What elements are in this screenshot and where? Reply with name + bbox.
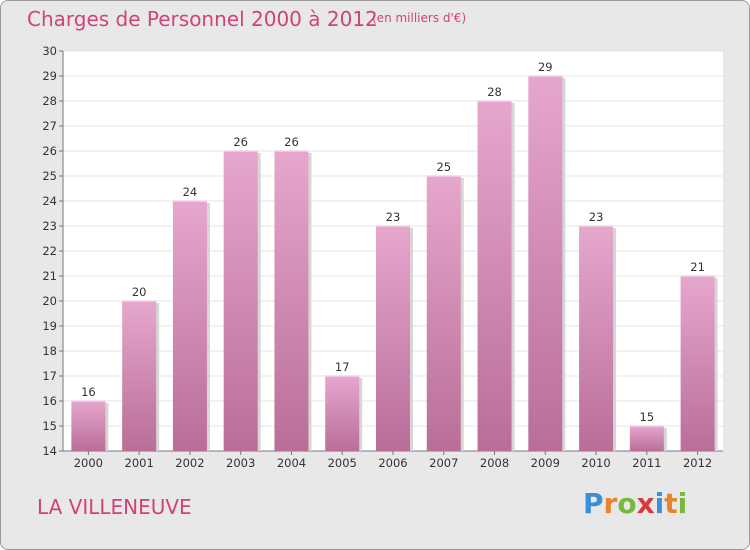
proxiti-logo: Proxiti <box>583 487 687 520</box>
bar <box>477 101 512 451</box>
bar-value-label: 15 <box>640 410 655 424</box>
logo-letter: i <box>654 487 665 520</box>
logo-letter: i <box>677 487 688 520</box>
y-tick-label: 27 <box>42 119 57 133</box>
logo-letter: P <box>583 487 604 520</box>
x-tick-label: 2010 <box>581 456 610 470</box>
bar-value-label: 25 <box>436 160 451 174</box>
x-tick-label: 2002 <box>175 456 204 470</box>
bar-value-label: 24 <box>183 185 198 199</box>
x-tick-label: 2003 <box>226 456 255 470</box>
bar <box>426 176 461 451</box>
bar-value-label: 26 <box>233 135 248 149</box>
location-name: LA VILLENEUVE <box>37 495 192 519</box>
bar <box>629 426 664 451</box>
bar-value-label: 20 <box>132 285 147 299</box>
x-tick-label: 2001 <box>125 456 154 470</box>
bar-value-label: 17 <box>335 360 350 374</box>
logo-letter: x <box>636 487 655 520</box>
x-tick-label: 2000 <box>74 456 103 470</box>
bar <box>122 301 157 451</box>
bar <box>172 201 207 451</box>
y-tick-label: 23 <box>42 219 57 233</box>
y-tick-label: 26 <box>42 144 57 158</box>
y-tick-label: 18 <box>42 344 57 358</box>
bar <box>376 226 410 451</box>
y-tick-label: 16 <box>42 394 57 408</box>
y-tick-label: 21 <box>42 269 57 283</box>
logo-letter: r <box>603 487 618 520</box>
y-tick-label: 22 <box>42 244 57 258</box>
y-tick-label: 29 <box>42 69 57 83</box>
bar-value-label: 23 <box>386 210 401 224</box>
x-tick-label: 2011 <box>632 456 661 470</box>
y-tick-label: 20 <box>42 294 57 308</box>
bar <box>680 276 715 451</box>
y-tick-label: 25 <box>42 169 57 183</box>
bar-value-label: 21 <box>690 260 705 274</box>
bar <box>71 401 106 451</box>
bar <box>223 151 258 451</box>
bar-value-label: 29 <box>538 60 553 74</box>
x-tick-label: 2004 <box>277 456 306 470</box>
chart-subtitle: (en milliers d'€) <box>372 11 467 25</box>
logo-letter: o <box>617 487 637 520</box>
bar <box>325 376 360 451</box>
y-tick-label: 24 <box>42 194 57 208</box>
y-tick-label: 17 <box>42 369 57 383</box>
y-tick-label: 15 <box>42 419 57 433</box>
y-tick-label: 19 <box>42 319 57 333</box>
chart-title: Charges de Personnel 2000 à 2012 <box>27 7 378 31</box>
x-tick-label: 2005 <box>328 456 357 470</box>
y-tick-label: 14 <box>42 444 57 458</box>
x-tick-label: 2006 <box>378 456 407 470</box>
x-tick-label: 2007 <box>429 456 458 470</box>
bar-value-label: 26 <box>284 135 299 149</box>
bar <box>579 226 614 451</box>
y-tick-label: 28 <box>42 94 57 108</box>
y-tick-label: 30 <box>42 44 57 58</box>
x-tick-label: 2008 <box>480 456 509 470</box>
x-tick-label: 2012 <box>683 456 712 470</box>
bar-value-label: 23 <box>589 210 604 224</box>
logo-letter: t <box>664 487 678 520</box>
x-tick-label: 2009 <box>531 456 560 470</box>
bar <box>274 151 309 451</box>
bar-value-label: 28 <box>487 85 502 99</box>
bar <box>528 76 563 451</box>
bar-value-label: 16 <box>81 385 96 399</box>
